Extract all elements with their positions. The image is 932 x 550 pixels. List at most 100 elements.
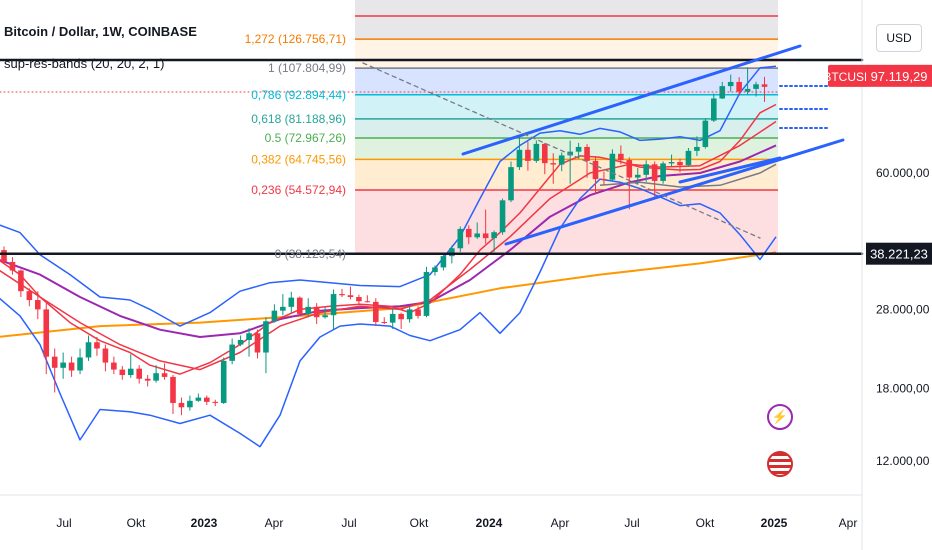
candle-body [254,333,261,353]
candle-body [618,153,624,161]
candle-body [356,297,362,302]
candle-body [533,143,540,161]
indicator-label[interactable]: sup-res-bands (20, 20, 2, 1) [4,56,165,71]
candle-body [482,233,489,239]
fib-zone [355,118,778,138]
candle-body [457,228,464,249]
candle-body [60,362,66,368]
candle-body [668,162,675,164]
candles [1,67,768,416]
y-tick-label: 60.000,00 [876,166,930,180]
y-tick-label: 18.000,00 [876,381,930,395]
candle-body [542,143,548,164]
candle-body [449,248,455,257]
candle-body [212,401,219,403]
candle-body [474,233,480,238]
x-tick-label: Jul [56,516,71,530]
ma-200-line [0,251,777,338]
currency-selector[interactable]: USD [876,24,922,52]
candle-body [161,373,168,377]
fibonacci-zones [355,0,778,255]
candle-body [465,228,472,238]
candle-body [305,306,311,314]
x-tick-label: 2023 [191,516,218,530]
candle-body [296,297,303,314]
fibonacci-labels: 1,272 (126.756,71) 1 (107.804,99) 0,786 (9… [245,32,346,261]
candle-body [51,356,58,368]
fib-zone [355,137,778,160]
candle-body [651,164,658,181]
channel-lower-line [504,138,845,246]
fib-level-label: 0,236 (54.572,94) [251,183,346,197]
candle-body [736,81,742,92]
fib-level-label: 1,272 (126.756,71) [245,32,346,46]
ma-purple-line [0,144,777,338]
candle-body [567,151,573,156]
candle-body [634,174,641,178]
candle-body [35,300,41,310]
ma-red-line [0,120,777,371]
candle-body [229,344,235,361]
y-tick-label: 12.000,00 [876,454,930,468]
candle-body [660,163,666,181]
candle-body [761,84,768,87]
candle-body [415,309,421,316]
candle-body [144,378,151,381]
y-tick-label: 28.000,00 [876,302,930,316]
candle-body [373,301,379,322]
candle-body [119,369,126,376]
candle-body [26,291,33,301]
candle-body [727,81,734,87]
candle-body [601,179,607,181]
candle-body [753,84,759,89]
candle-body [525,149,531,161]
candle-body [136,368,142,379]
candle-body [609,153,616,180]
support-price-label: 38.221,23 [870,247,928,262]
candle-body [339,294,345,296]
candle-body [77,357,83,371]
candle-body [313,306,320,318]
candle-body [381,321,388,323]
symbol-label: BTCUSD [823,70,873,84]
candle-body [508,167,514,201]
candle-body [330,294,337,316]
candle-body [440,256,447,268]
flash-icon[interactable]: ⚡ [767,404,793,430]
candle-body [220,360,227,403]
candle-body [195,397,202,401]
candle-body [550,163,557,165]
channel-inner-line [678,156,782,184]
us-flag-icon[interactable] [767,451,793,477]
x-tick-label: Okt [410,516,429,530]
candle-body [719,86,726,99]
x-tick-label: Jul [341,516,356,530]
candle-body [102,348,109,363]
trendlines [0,44,864,255]
fib-level-label: 0,786 (92.894,44) [251,88,346,102]
candle-body [127,368,134,376]
candle-body [204,397,210,402]
fib-level-label: 0,618 (81.188,96) [251,112,346,126]
candle-body [694,146,700,151]
candle-body [246,333,252,340]
fib-level-label: 0.5 (72.967,26) [265,131,346,145]
x-tick-label: Okt [127,516,146,530]
chart-title: Bitcoin / Dollar, 1W, COINBASE [4,24,197,39]
candle-body [187,400,193,408]
candle-body [1,250,7,262]
candle-body [643,164,649,175]
candle-body [584,146,590,161]
candle-body [288,297,295,307]
candle-body [85,342,92,358]
candle-body [499,200,506,233]
candle-body [322,315,328,318]
candle-body [18,270,24,292]
x-tick-label: 2024 [476,516,503,530]
candle-body [406,309,413,320]
candle-body [575,146,582,152]
x-tick-label: Apr [551,516,570,530]
candle-body [263,321,269,353]
